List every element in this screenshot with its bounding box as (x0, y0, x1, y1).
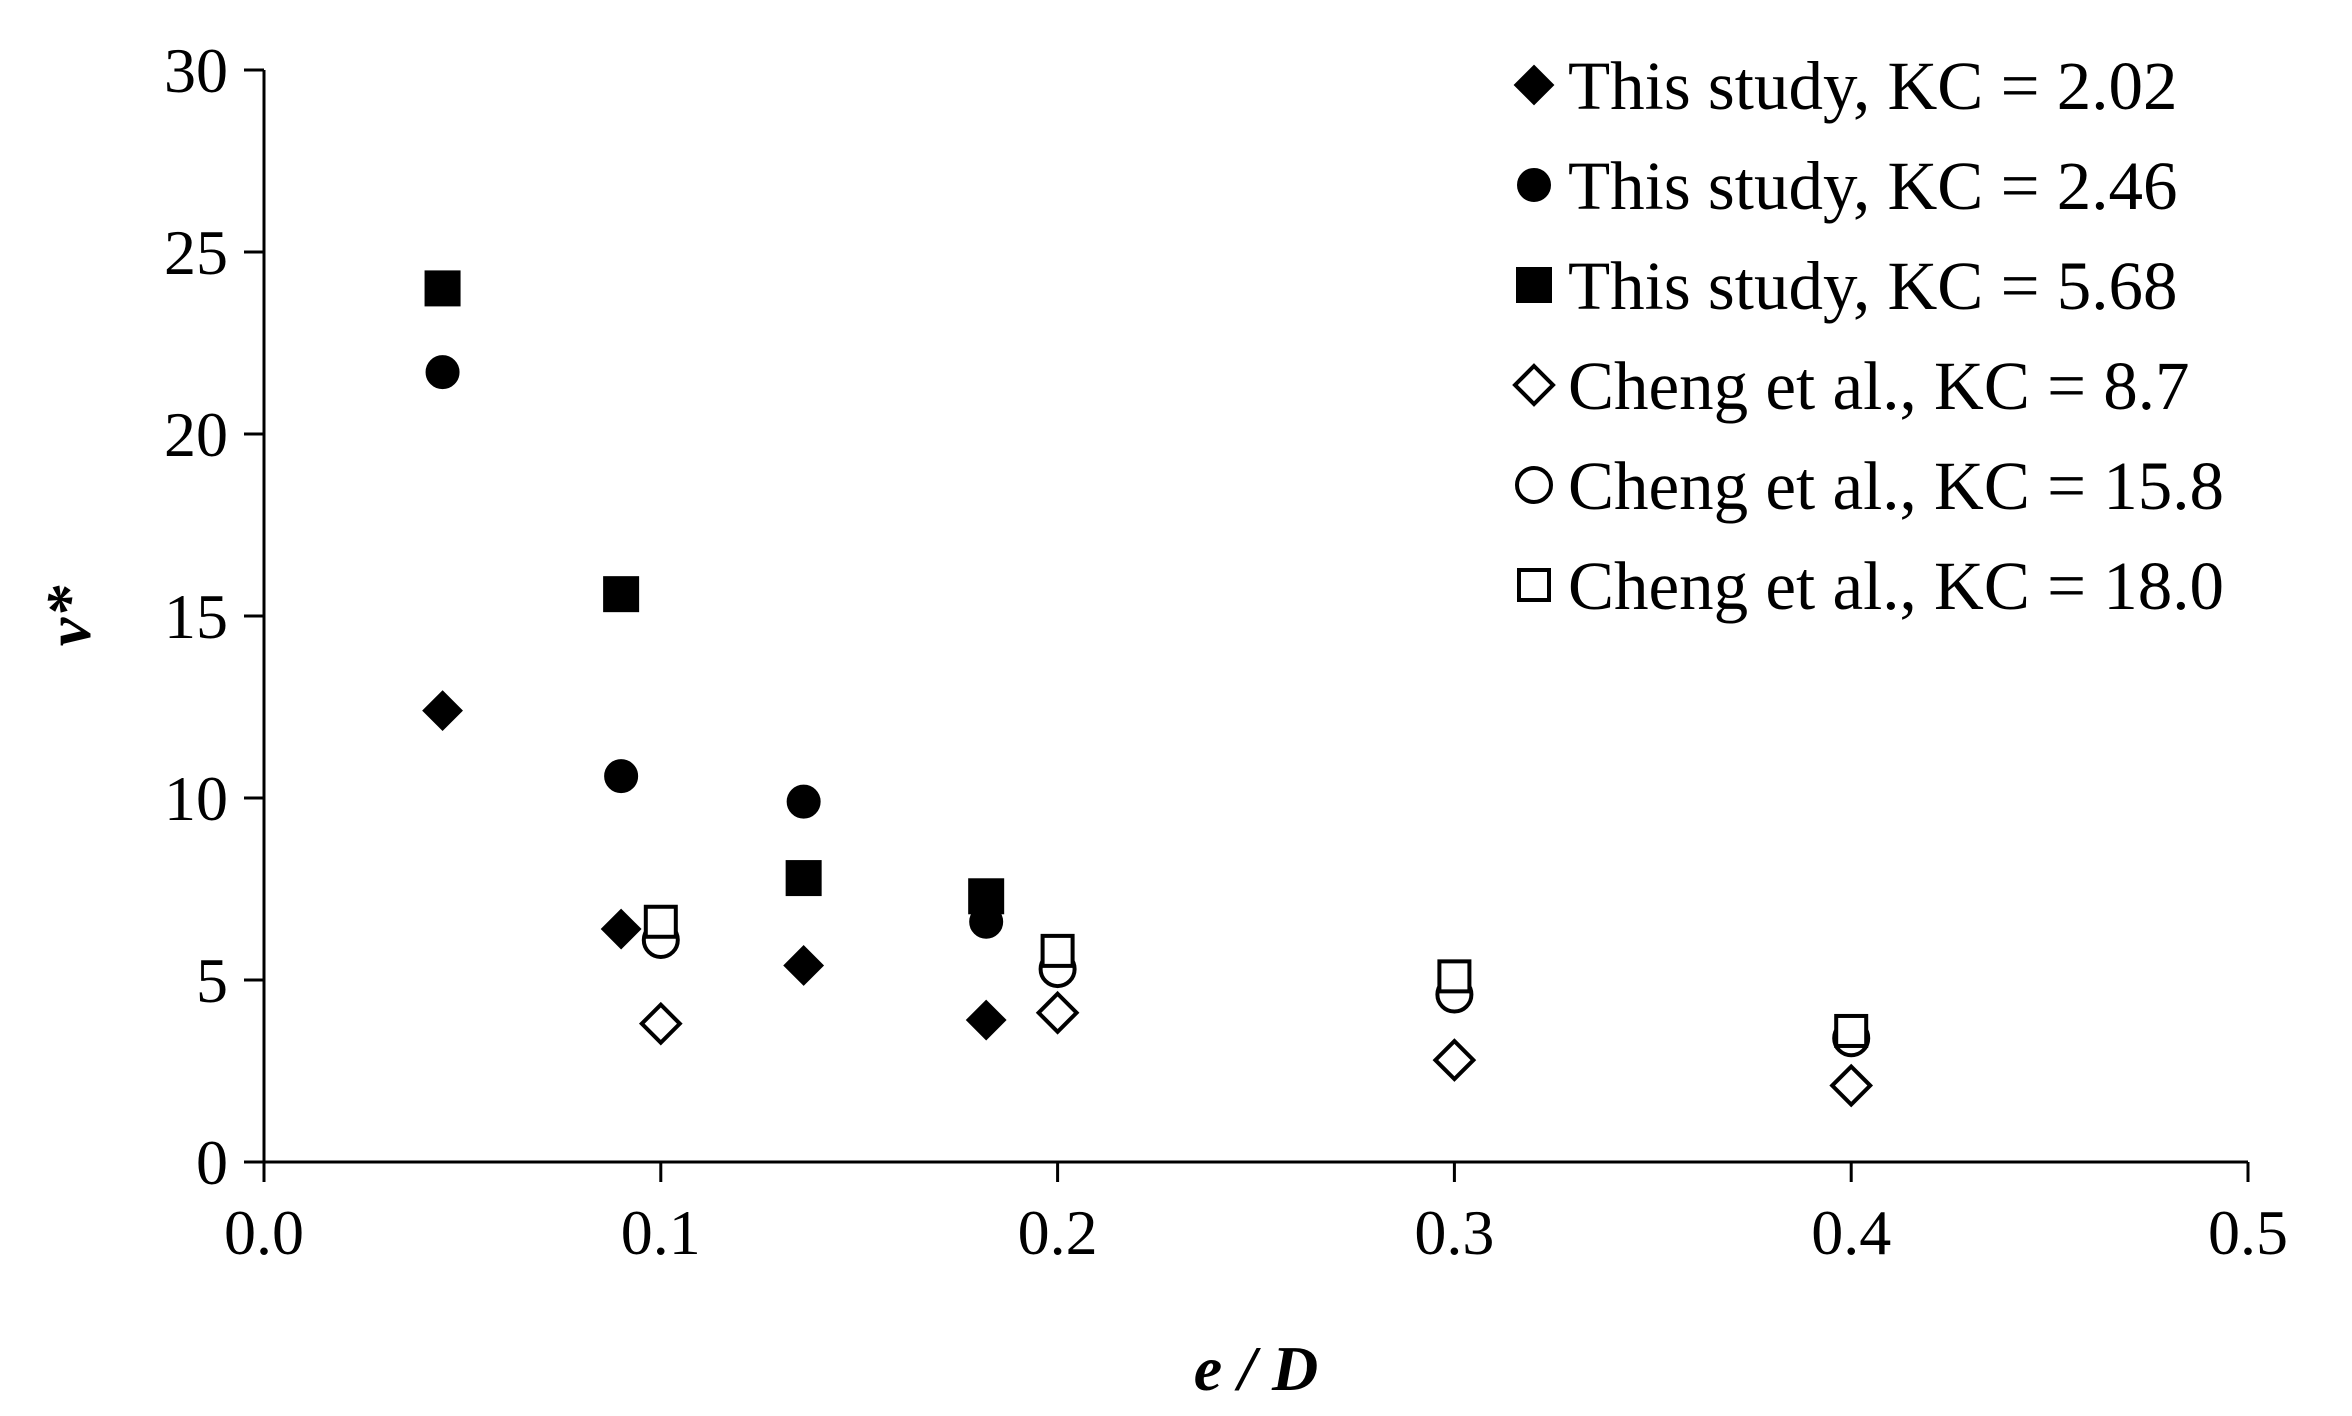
legend-item: This study, KC = 5.68 (1516, 248, 2177, 324)
x-tick-label: 0.4 (1811, 1197, 1891, 1268)
x-axis-title: e / D (1194, 1333, 1318, 1404)
legend-item: This study, KC = 2.02 (1513, 48, 2177, 124)
data-point (643, 904, 678, 939)
x-ticks: 0.0 0.1 0.2 0.3 0.4 0.5 (224, 1162, 2288, 1268)
y-tick-label: 10 (164, 763, 228, 834)
y-tick-label: 15 (164, 581, 228, 652)
legend-item: Cheng et al., KC = 15.8 (1515, 448, 2224, 524)
data-point (1437, 959, 1472, 994)
data-point (965, 999, 1007, 1041)
legend: This study, KC = 2.02 This study, KC = 2.… (1512, 48, 2224, 624)
data-point (968, 878, 1005, 915)
data-point (786, 784, 821, 819)
legend-marker (1513, 64, 1555, 106)
series-4 (638, 990, 1874, 1108)
y-tick-label: 20 (164, 399, 228, 470)
x-tick-label: 0.2 (1018, 1197, 1098, 1268)
plot-points (422, 270, 1874, 1108)
data-point (424, 270, 461, 307)
series-1 (422, 690, 1007, 1041)
data-point (1040, 933, 1075, 968)
data-point (783, 945, 825, 986)
legend-item: This study, KC = 2.46 (1517, 148, 2177, 224)
legend-marker (1515, 466, 1553, 504)
legend-marker (1517, 168, 1551, 202)
series-3 (424, 270, 1005, 915)
data-point (603, 576, 640, 613)
y-tick-label: 5 (196, 945, 228, 1016)
legend-label: This study, KC = 2.46 (1568, 148, 2177, 224)
x-tick-label: 0.5 (2208, 1197, 2288, 1268)
data-point (1834, 1013, 1869, 1048)
data-point (604, 759, 639, 794)
y-tick-label: 0 (196, 1127, 228, 1198)
legend-marker (1517, 568, 1551, 602)
legend-label: Cheng et al., KC = 8.7 (1568, 348, 2190, 424)
legend-label: This study, KC = 5.68 (1568, 248, 2177, 324)
y-ticks: 0 5 10 15 20 25 30 (164, 35, 264, 1198)
y-tick-label: 30 (164, 35, 228, 106)
legend-item: Cheng et al., KC = 18.0 (1517, 548, 2224, 624)
data-point (1432, 1038, 1477, 1082)
legend-marker (1516, 267, 1552, 303)
series-6 (643, 904, 1869, 1048)
data-point (1829, 1063, 1874, 1108)
x-tick-label: 0.0 (224, 1197, 304, 1268)
y-tick-label: 25 (164, 217, 228, 288)
x-tick-label: 0.3 (1414, 1197, 1494, 1268)
data-point (425, 355, 460, 390)
data-point (1035, 990, 1080, 1035)
y-axis-title: v* (33, 585, 104, 646)
x-tick-label: 0.1 (621, 1197, 701, 1268)
legend-label: This study, KC = 2.02 (1568, 48, 2177, 124)
data-point (638, 1001, 683, 1046)
legend-label: Cheng et al., KC = 18.0 (1568, 548, 2224, 624)
data-point (785, 860, 822, 897)
legend-label: Cheng et al., KC = 15.8 (1568, 448, 2224, 524)
legend-item: Cheng et al., KC = 8.7 (1512, 348, 2190, 424)
data-point (600, 908, 642, 950)
legend-marker (1512, 363, 1556, 407)
data-point (422, 690, 463, 732)
